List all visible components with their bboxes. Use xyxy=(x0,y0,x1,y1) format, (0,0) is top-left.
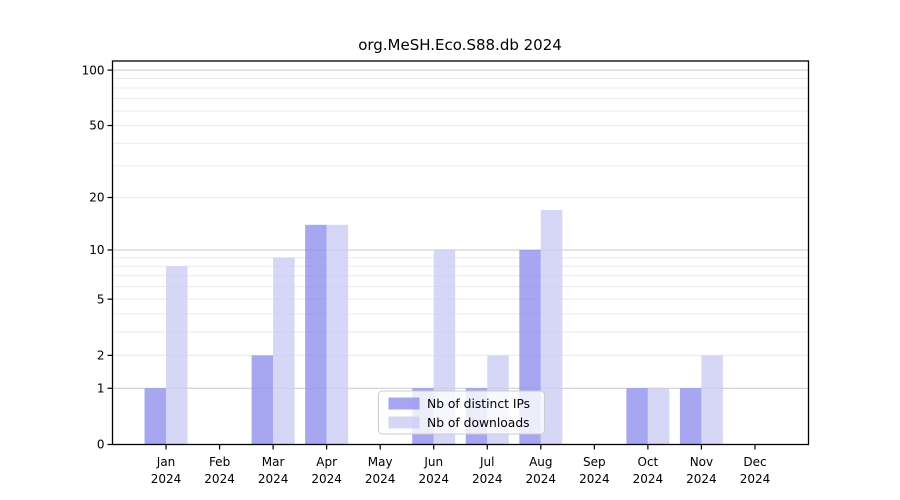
legend-box xyxy=(378,390,545,435)
bar-downloads-aug xyxy=(540,210,563,445)
y-axis-tick-label: 50 xyxy=(89,119,104,133)
bar-distinct-ips-mar xyxy=(251,355,274,445)
x-axis-tick-label-year: 2024 xyxy=(526,472,557,486)
x-axis-tick-label-year: 2024 xyxy=(311,472,342,486)
x-axis-tick-label-year: 2024 xyxy=(151,472,182,486)
bar-distinct-ips-nov xyxy=(679,388,702,445)
legend-label-distinct-ips: Nb of distinct IPs xyxy=(427,397,530,411)
x-axis-tick-label-month: Mar xyxy=(262,455,285,469)
x-axis-tick-label-year: 2024 xyxy=(418,472,449,486)
x-axis-tick-label-month: Sep xyxy=(583,455,606,469)
bar-distinct-ips-jan xyxy=(144,388,167,445)
bar-downloads-oct xyxy=(647,388,670,445)
y-axis-ticks: 0 1 2 5 10 20 50 100 xyxy=(82,63,113,452)
bar-downloads-apr xyxy=(326,224,349,445)
legend-swatch-distinct-ips xyxy=(388,397,420,410)
x-axis-tick-label-year: 2024 xyxy=(579,472,610,486)
bar-downloads-mar xyxy=(273,257,295,445)
x-axis-ticks: Jan 2024 Feb 2024 Mar 2024 Apr 2024 May 2024 Jun 20… xyxy=(151,444,771,486)
x-axis-tick-label-month: Dec xyxy=(743,455,766,469)
legend: Nb of distinct IPs Nb of downloads xyxy=(378,390,545,435)
x-axis-tick-label-month: Jul xyxy=(479,455,494,469)
y-axis-tick-label: 5 xyxy=(97,292,105,306)
x-axis-tick-label-year: 2024 xyxy=(686,472,717,486)
x-axis-tick-label-month: Nov xyxy=(690,455,713,469)
bar-downloads-jan xyxy=(166,266,188,445)
legend-label-downloads: Nb of downloads xyxy=(427,416,530,430)
x-axis-tick-label-year: 2024 xyxy=(633,472,664,486)
x-axis-tick-label-year: 2024 xyxy=(365,472,396,486)
x-axis-tick-label-year: 2024 xyxy=(472,472,503,486)
y-axis-tick-label: 20 xyxy=(89,191,104,205)
x-axis-tick-label-month: Apr xyxy=(316,455,337,469)
bar-distinct-ips-oct xyxy=(626,388,648,445)
x-axis-tick-label-year: 2024 xyxy=(258,472,289,486)
x-axis-tick-label-year: 2024 xyxy=(204,472,235,486)
x-axis-tick-label-month: May xyxy=(368,455,393,469)
y-axis-tick-label: 100 xyxy=(82,63,105,77)
x-axis-tick-label-month: Jan xyxy=(156,455,176,469)
bar-distinct-ips-apr xyxy=(305,224,327,445)
y-axis-tick-label: 0 xyxy=(97,438,105,452)
chart-title: org.MeSH.Eco.S88.db 2024 xyxy=(358,36,562,54)
bar-downloads-nov xyxy=(701,355,723,445)
y-axis-tick-label: 10 xyxy=(89,243,104,257)
legend-swatch-downloads xyxy=(388,416,420,429)
y-axis-tick-label: 2 xyxy=(97,349,105,363)
x-axis-tick-label-month: Feb xyxy=(209,455,230,469)
y-axis-tick-label: 1 xyxy=(97,381,105,395)
x-axis-tick-label-month: Aug xyxy=(529,455,552,469)
plot-border xyxy=(111,60,810,446)
x-axis-tick-label-month: Oct xyxy=(638,455,659,469)
gridlines xyxy=(112,69,809,389)
x-axis-tick-label-year: 2024 xyxy=(740,472,771,486)
x-axis-tick-label-month: Jun xyxy=(423,455,443,469)
